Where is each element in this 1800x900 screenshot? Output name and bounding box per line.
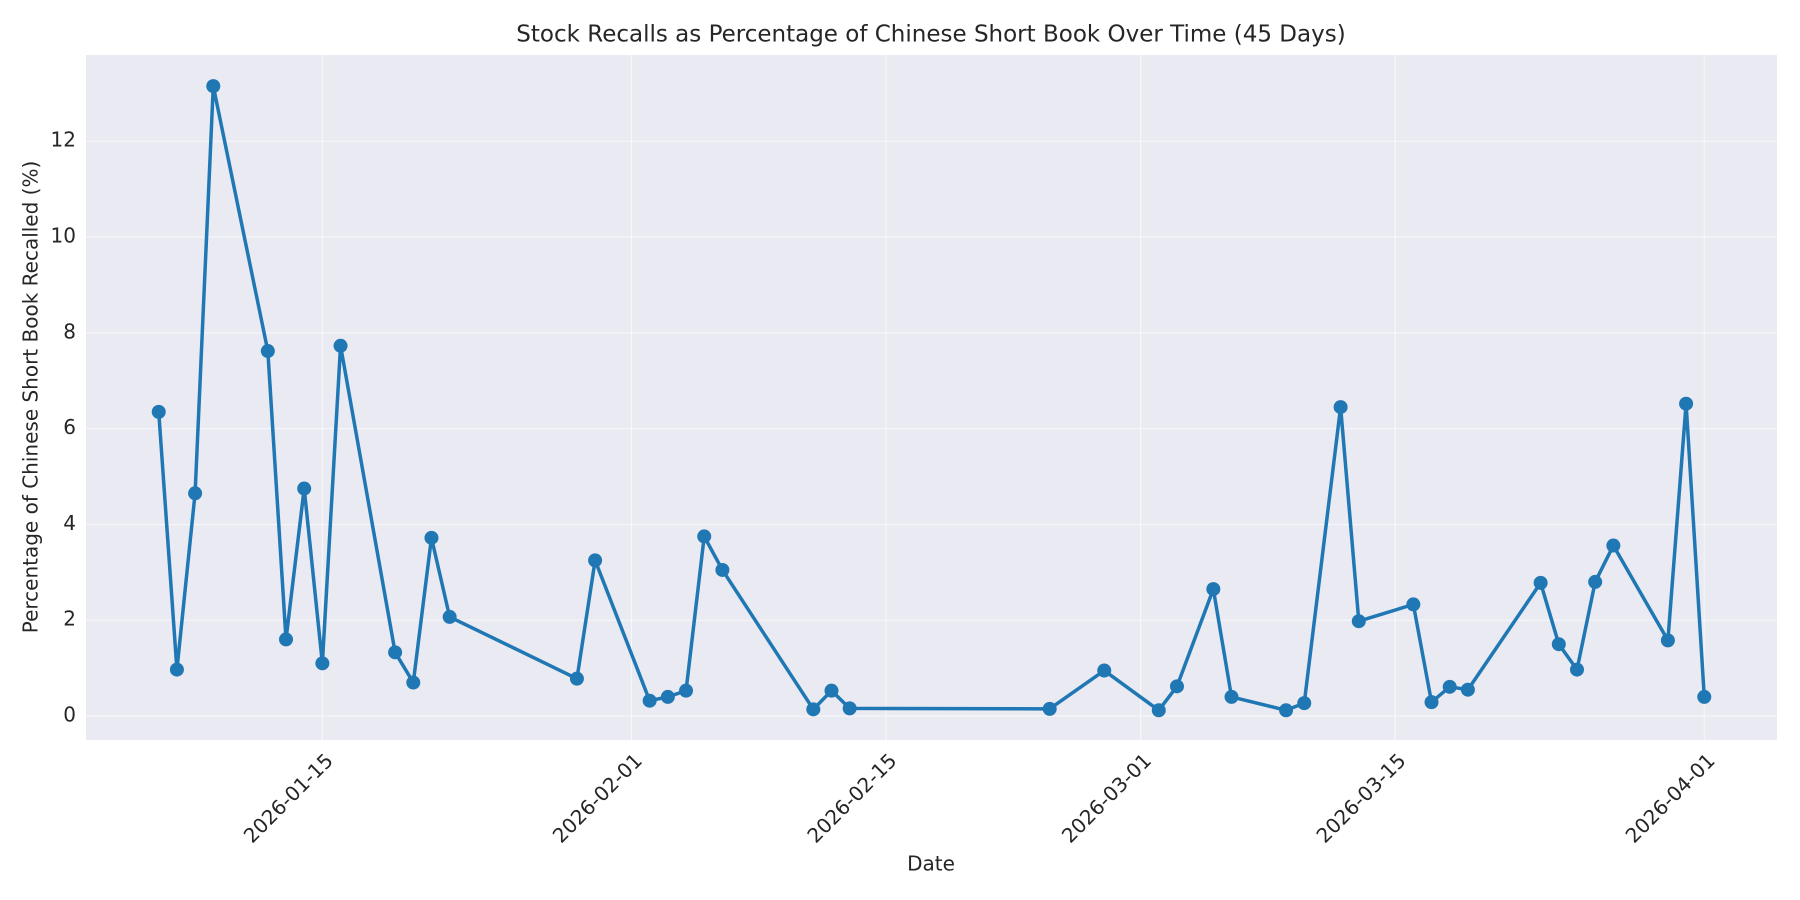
data-point	[442, 609, 457, 624]
data-point	[1151, 703, 1166, 718]
data-point	[1097, 663, 1112, 678]
data-point	[569, 671, 584, 686]
data-point	[1224, 689, 1239, 704]
data-point	[697, 529, 712, 544]
data-point	[1169, 679, 1184, 694]
x-tick-label: 2026-02-01	[548, 748, 647, 847]
data-point	[1569, 662, 1584, 677]
data-point	[1679, 396, 1694, 411]
data-point	[1533, 575, 1548, 590]
data-point	[1697, 689, 1712, 704]
data-point	[279, 632, 294, 647]
data-point	[260, 344, 275, 359]
data-point	[169, 662, 184, 677]
data-point	[1460, 682, 1475, 697]
data-point	[842, 701, 857, 716]
data-point	[406, 675, 421, 690]
data-point	[151, 404, 166, 419]
data-point	[1351, 614, 1366, 629]
data-point	[1297, 696, 1312, 711]
plot-area	[86, 55, 1777, 740]
data-point	[333, 338, 348, 353]
y-tick-label: 6	[63, 415, 76, 439]
data-point	[1333, 400, 1348, 415]
data-point	[1042, 701, 1057, 716]
x-tick-label: 2026-03-01	[1057, 748, 1156, 847]
data-point	[1424, 695, 1439, 710]
data-point	[1279, 703, 1294, 718]
y-tick-label: 2	[63, 607, 76, 631]
data-point	[1660, 633, 1675, 648]
x-axis-label: Date	[907, 852, 955, 876]
x-tick-label: 2026-04-01	[1621, 748, 1720, 847]
y-tick-label: 0	[63, 703, 76, 727]
data-point	[424, 530, 439, 545]
y-tick-label: 8	[63, 319, 76, 343]
data-point	[297, 481, 312, 496]
data-point	[1551, 637, 1566, 652]
data-point	[588, 553, 603, 568]
data-point	[824, 683, 839, 698]
data-point	[1606, 538, 1621, 553]
data-point	[715, 562, 730, 577]
data-point	[188, 486, 203, 501]
data-point	[315, 656, 330, 671]
data-point	[1442, 679, 1457, 694]
data-point	[206, 79, 221, 94]
data-point	[1206, 582, 1221, 597]
data-point	[1406, 597, 1421, 612]
y-tick-label: 4	[63, 511, 76, 535]
data-point	[679, 683, 694, 698]
y-axis-label: Percentage of Chinese Short Book Recalle…	[19, 161, 43, 634]
data-point	[642, 693, 657, 708]
data-point	[660, 689, 675, 704]
y-tick-label: 12	[51, 128, 76, 152]
data-point	[1588, 574, 1603, 589]
x-tick-label: 2026-02-15	[802, 748, 901, 847]
data-point	[388, 645, 403, 660]
chart-title: Stock Recalls as Percentage of Chinese S…	[516, 22, 1345, 48]
data-point	[806, 702, 821, 717]
x-tick-label: 2026-01-15	[239, 748, 338, 847]
x-tick-label: 2026-03-15	[1311, 748, 1410, 847]
y-tick-label: 10	[51, 224, 76, 248]
